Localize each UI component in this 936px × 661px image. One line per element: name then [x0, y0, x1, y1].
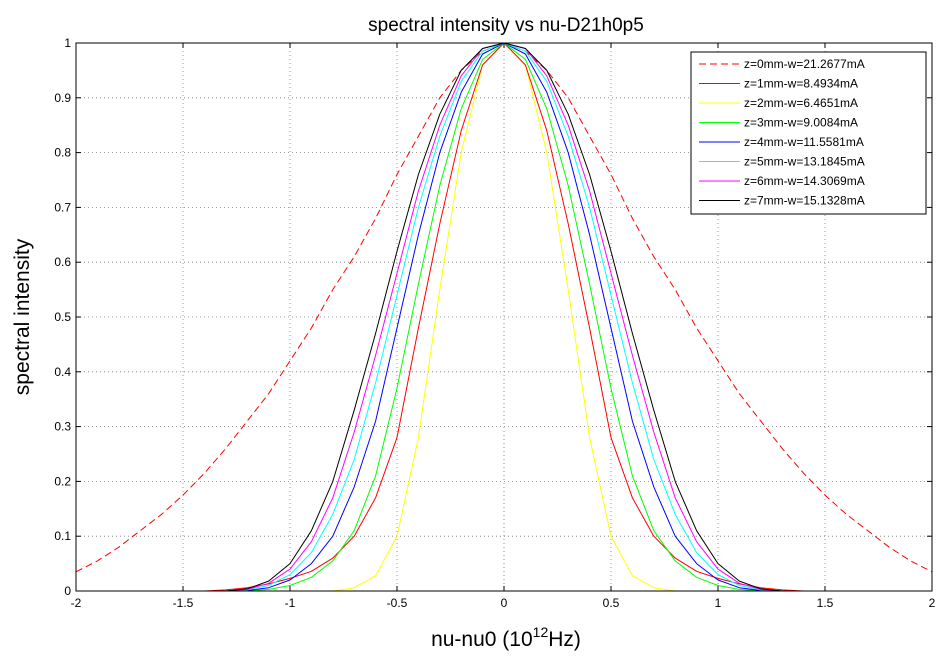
- legend-box: [690, 51, 927, 215]
- legend-label: z=3mm-w=9.0084mA: [744, 116, 858, 130]
- legend-label: z=1mm-w=8.4934mA: [744, 77, 858, 91]
- chart-title: spectral intensity vs nu-D21h0p5: [368, 15, 644, 36]
- x-axis-label-base: nu-nu0 (10: [431, 628, 533, 651]
- y-tick-label: 0.8: [54, 146, 71, 160]
- ticks: -2 -1.5 -1 -0.5 0 0.5 1 1.5 2 0 0.1 0.2 0.3 0.4 0.5 0.6…: [54, 36, 935, 610]
- x-tick-label: -1: [285, 596, 296, 610]
- x-tick-label: -1.5: [173, 596, 194, 610]
- x-axis-label-sup: 12: [533, 624, 549, 640]
- x-tick-label: 0.5: [603, 596, 620, 610]
- y-tick-label: 0.9: [54, 91, 71, 105]
- y-tick-label: 1: [64, 36, 71, 50]
- x-tick-label: -0.5: [387, 596, 408, 610]
- legend: z=0mm-w=21.2677mA z=1mm-w=8.4934mA z=2mm-w…: [690, 51, 927, 215]
- y-tick-label: 0.2: [54, 474, 71, 488]
- y-axis-label: spectral intensity: [11, 238, 34, 395]
- x-tick-label: 1: [715, 596, 722, 610]
- y-tick-label: 0.7: [54, 200, 71, 214]
- grid: [76, 43, 932, 591]
- legend-label: z=2mm-w=6.4651mA: [744, 96, 858, 110]
- legend-label: z=0mm-w=21.2677mA: [744, 57, 865, 71]
- x-tick-label: 0: [501, 596, 508, 610]
- x-axis-label-tail: Hz): [548, 628, 581, 651]
- legend-label: z=4mm-w=11.5581mA: [744, 135, 864, 149]
- legend-label: z=7mm-w=15.1328mA: [744, 194, 865, 208]
- x-tick-label: -2: [71, 596, 82, 610]
- x-tick-label: 2: [929, 596, 936, 610]
- y-tick-label: 0: [64, 584, 71, 598]
- x-tick-label: 1.5: [817, 596, 834, 610]
- legend-label: z=6mm-w=14.3069mA: [744, 174, 865, 188]
- y-tick-label: 0.3: [54, 420, 71, 434]
- y-tick-label: 0.5: [54, 310, 71, 324]
- y-tick-label: 0.1: [54, 529, 71, 543]
- y-tick-label: 0.6: [54, 255, 71, 269]
- x-axis-label: nu-nu0 (1012Hz): [431, 624, 581, 651]
- legend-label: z=5mm-w=13.1845mA: [744, 155, 865, 169]
- y-tick-label: 0.4: [54, 365, 71, 379]
